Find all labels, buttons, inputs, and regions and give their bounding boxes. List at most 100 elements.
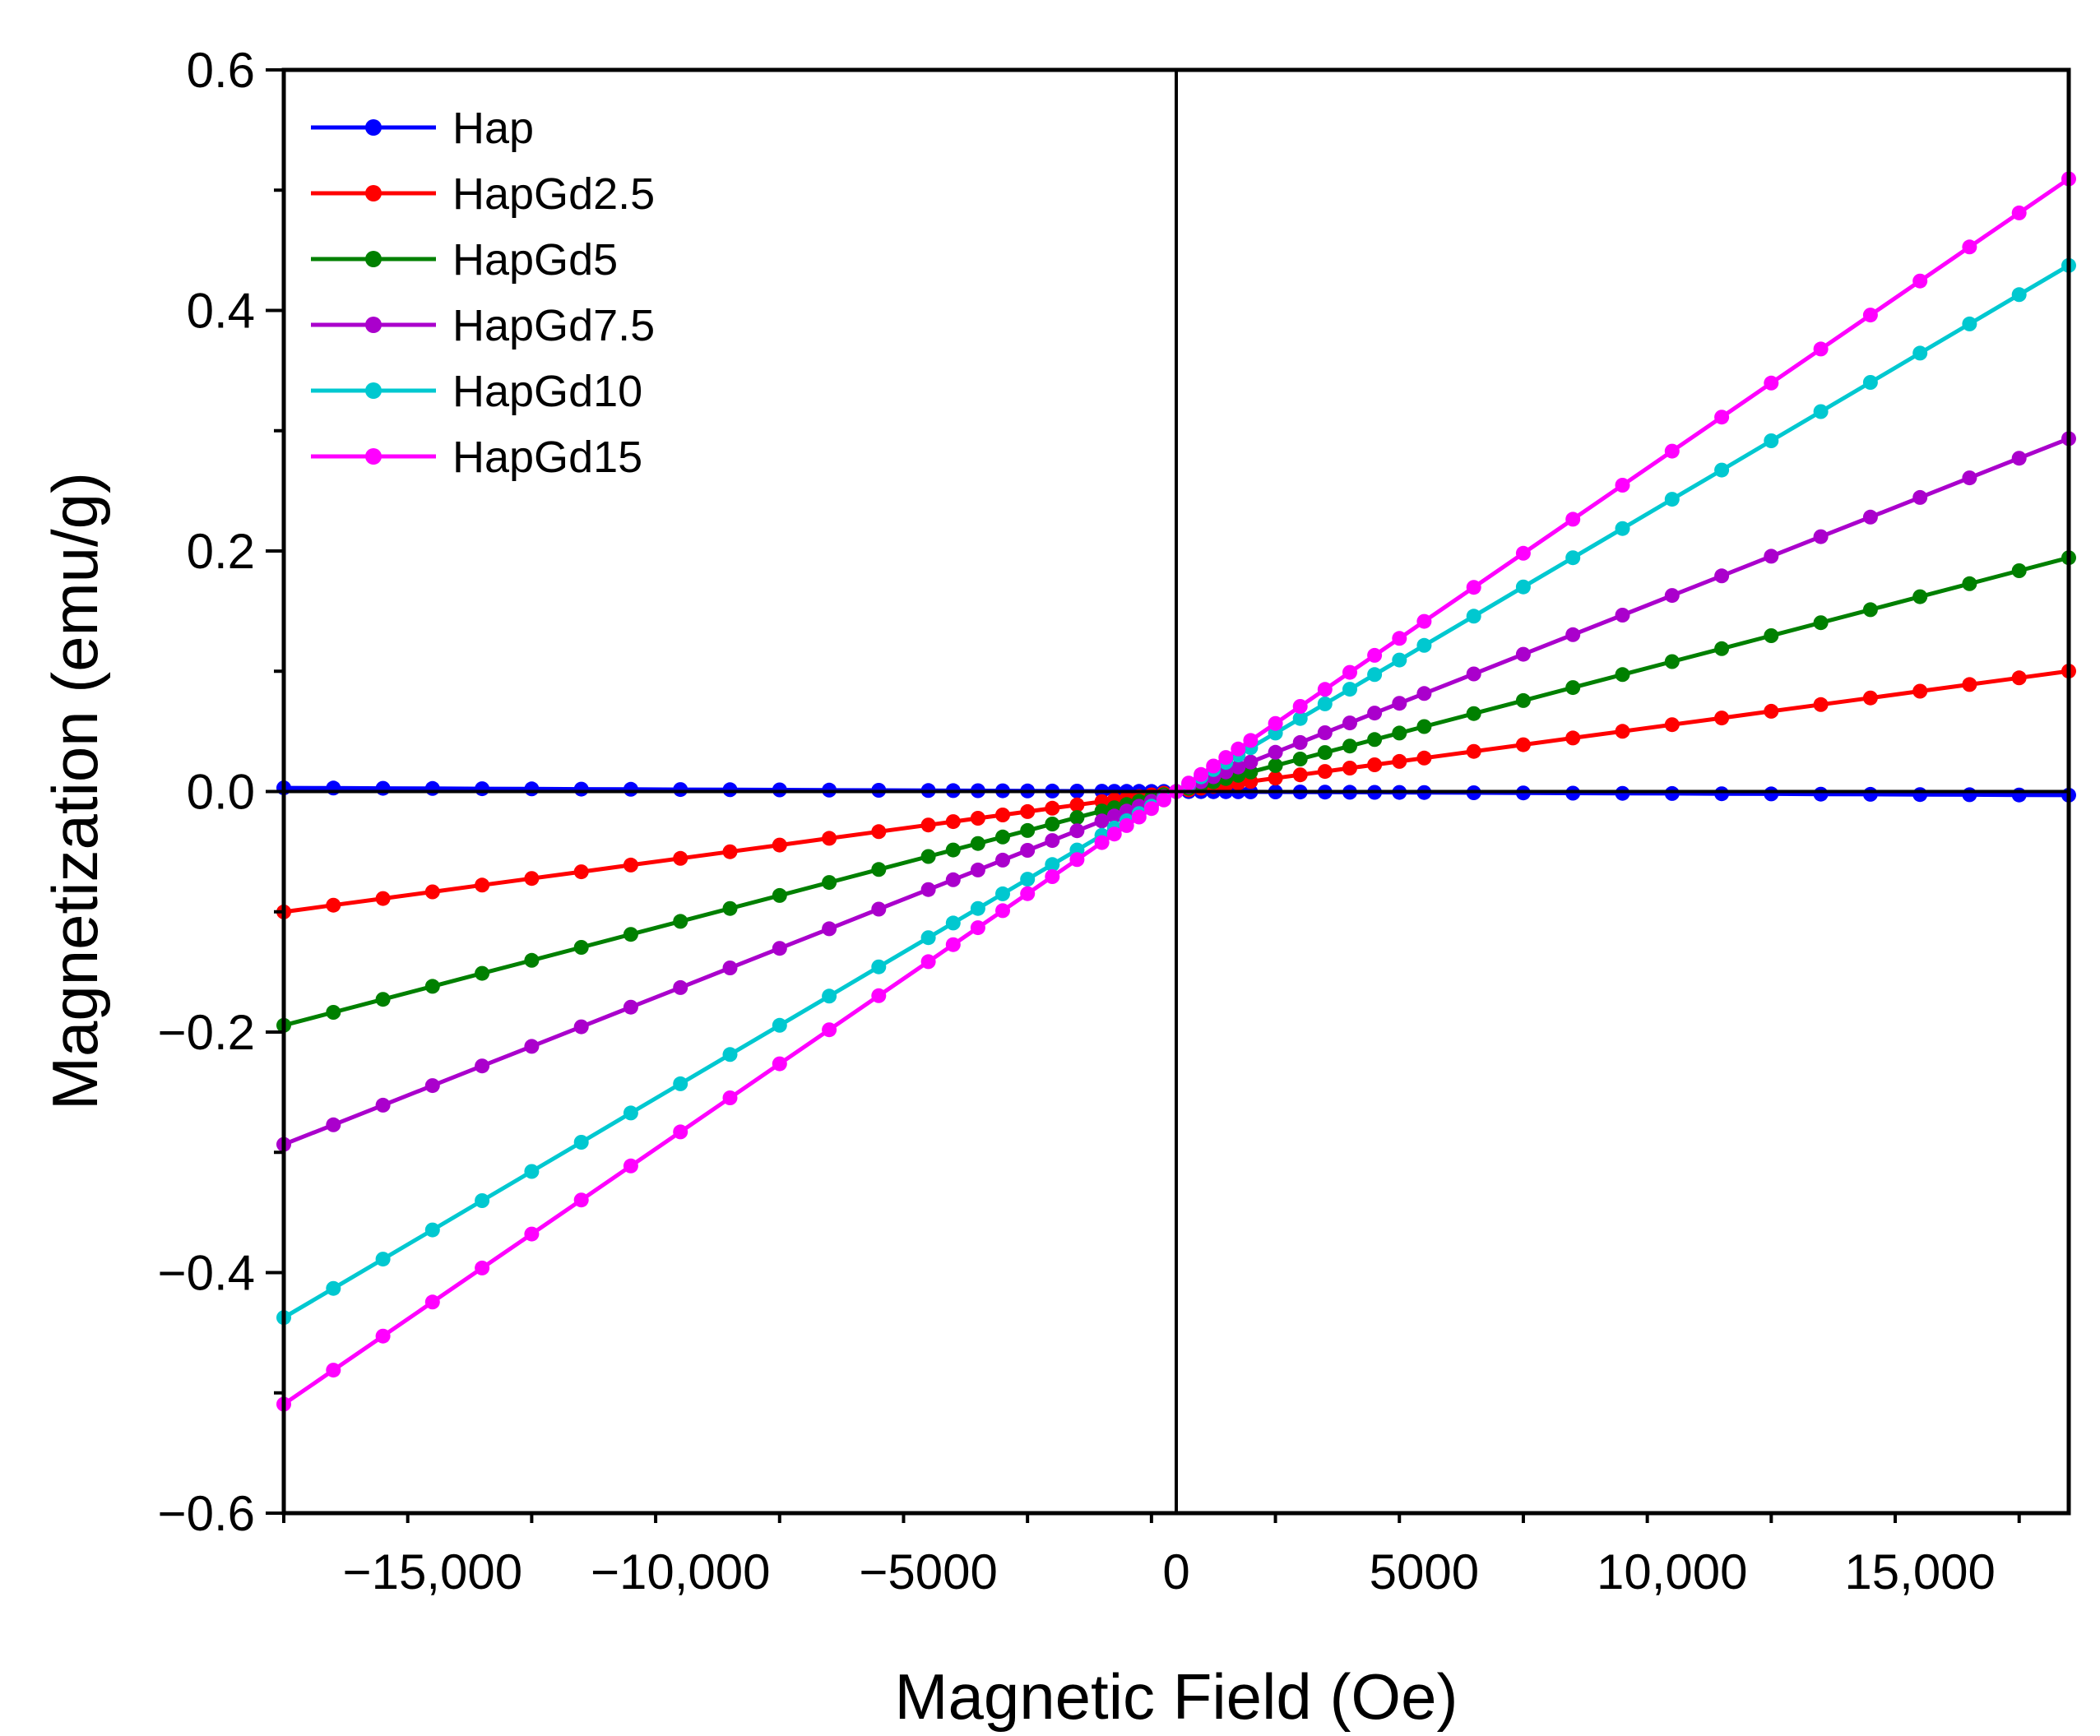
y-tick-label: −0.6 [158, 1486, 255, 1541]
data-point-hap [722, 782, 738, 798]
data-point-hapgd15 [1367, 647, 1383, 663]
data-point-hapgd15 [1862, 308, 1878, 323]
data-point-hapgd7-5 [722, 961, 738, 975]
data-point-hap [524, 781, 540, 797]
data-point-hapgd7-5 [1392, 696, 1407, 711]
legend-marker-hapgd5 [365, 251, 382, 267]
data-point-hapgd7-5 [1045, 833, 1060, 849]
data-point-hapgd5 [871, 862, 887, 877]
data-point-hapgd5 [1466, 706, 1481, 721]
legend-label-hapgd5: HapGd5 [452, 235, 618, 285]
data-point-hapgd7-5 [2011, 451, 2027, 466]
data-point-hapgd10 [970, 900, 985, 916]
data-point-hapgd2-5 [822, 831, 837, 846]
data-point-hapgd15 [1045, 869, 1060, 884]
data-point-hapgd5 [673, 914, 688, 929]
data-point-hapgd15 [1218, 750, 1234, 766]
data-point-hapgd5 [822, 875, 837, 891]
data-point-hapgd15 [475, 1260, 490, 1275]
data-point-hapgd2-5 [573, 864, 589, 880]
data-point-hapgd5 [1367, 732, 1383, 748]
x-tick-label: −15,000 [343, 1544, 523, 1599]
data-point-hapgd15 [1231, 741, 1246, 757]
data-point-hapgd10 [920, 930, 936, 946]
data-point-hapgd2-5 [326, 897, 341, 913]
data-point-hapgd2-5 [424, 884, 440, 900]
data-point-hapgd10 [375, 1252, 391, 1267]
data-point-hapgd10 [1392, 652, 1407, 668]
data-point-hapgd7-5 [995, 852, 1010, 868]
data-point-hapgd2-5 [871, 824, 887, 840]
data-point-hap [1764, 786, 1779, 802]
data-point-hapgd7-5 [1912, 489, 1928, 505]
data-point-hapgd2-5 [1342, 761, 1357, 775]
data-point-hapgd15 [1714, 410, 1730, 425]
data-point-hapgd7-5 [1069, 823, 1085, 839]
data-point-hapgd5 [1962, 576, 1977, 591]
data-point-hapgd10 [1714, 462, 1730, 478]
data-point-hapgd2-5 [1416, 750, 1432, 766]
legend-item-hapgd2-5: HapGd2.5 [311, 169, 655, 219]
data-point-hapgd5 [1615, 667, 1630, 683]
data-point-hapgd5 [1565, 680, 1581, 696]
data-point-hapgd7-5 [1764, 549, 1779, 564]
x-tick-label: −5000 [859, 1544, 998, 1599]
data-point-hapgd2-5 [1565, 730, 1581, 746]
data-point-hapgd15 [995, 903, 1010, 919]
data-point-hapgd7-5 [475, 1058, 490, 1074]
data-point-hapgd10 [772, 1017, 787, 1033]
data-point-hapgd2-5 [722, 844, 738, 859]
data-point-hapgd7-5 [1231, 759, 1246, 775]
data-point-hapgd15 [1194, 766, 1209, 782]
data-point-hapgd2-5 [1862, 690, 1878, 706]
data-point-hapgd2-5 [1367, 757, 1383, 772]
zero-lines [284, 70, 2069, 1513]
data-point-hapgd5 [920, 849, 936, 864]
data-point-hapgd5 [772, 887, 787, 903]
x-axis-title: Magnetic Field (Oe) [895, 1660, 1458, 1733]
legend-marker-hapgd2-5 [365, 185, 382, 201]
data-point-hapgd7-5 [1862, 509, 1878, 525]
data-point-hapgd7-5 [1515, 646, 1531, 662]
data-point-hapgd5 [2011, 563, 2027, 578]
data-point-hapgd2-5 [673, 850, 688, 866]
x-tick-label: 5000 [1370, 1544, 1479, 1599]
data-point-hapgd7-5 [1416, 686, 1432, 701]
data-point-hapgd15 [722, 1090, 738, 1105]
data-point-hapgd15 [1156, 792, 1171, 808]
legend-label-hapgd15: HapGd15 [452, 433, 642, 482]
data-point-hapgd7-5 [1714, 568, 1730, 584]
data-point-hapgd5 [722, 900, 738, 916]
data-point-hapgd5 [1317, 745, 1333, 761]
data-point-hapgd15 [822, 1022, 837, 1038]
data-point-hapgd10 [424, 1222, 440, 1238]
data-point-hapgd5 [1714, 641, 1730, 656]
y-tick-label: 0.6 [187, 43, 255, 98]
data-point-hapgd15 [1912, 273, 1928, 289]
data-point-hapgd5 [1020, 822, 1036, 838]
data-point-hapgd10 [1292, 711, 1308, 726]
data-point-hapgd7-5 [1813, 529, 1829, 544]
data-point-hapgd7-5 [945, 872, 961, 887]
data-point-hapgd7-5 [1317, 725, 1333, 740]
data-point-hapgd15 [1268, 715, 1283, 731]
data-point-hap [424, 780, 440, 796]
x-tick-label: 15,000 [1844, 1544, 1996, 1599]
data-point-hapgd15 [1764, 375, 1779, 391]
data-point-hapgd15 [1615, 478, 1630, 493]
data-point-hapgd10 [995, 886, 1010, 901]
data-point-hapgd15 [1342, 664, 1357, 680]
data-point-hapgd10 [2011, 287, 2027, 303]
legend-marker-hapgd7-5 [365, 317, 382, 333]
data-point-hapgd5 [1664, 654, 1680, 669]
data-point-hapgd7-5 [375, 1097, 391, 1113]
data-point-hapgd5 [326, 1005, 341, 1020]
data-point-hapgd10 [1416, 637, 1432, 653]
data-point-hapgd2-5 [1466, 743, 1481, 759]
data-point-hapgd7-5 [970, 862, 985, 877]
data-point-hapgd5 [970, 836, 985, 851]
data-point-hapgd5 [1862, 602, 1878, 618]
data-point-hap [375, 780, 391, 796]
data-point-hapgd5 [1813, 615, 1829, 631]
data-point-hapgd2-5 [1069, 797, 1085, 812]
